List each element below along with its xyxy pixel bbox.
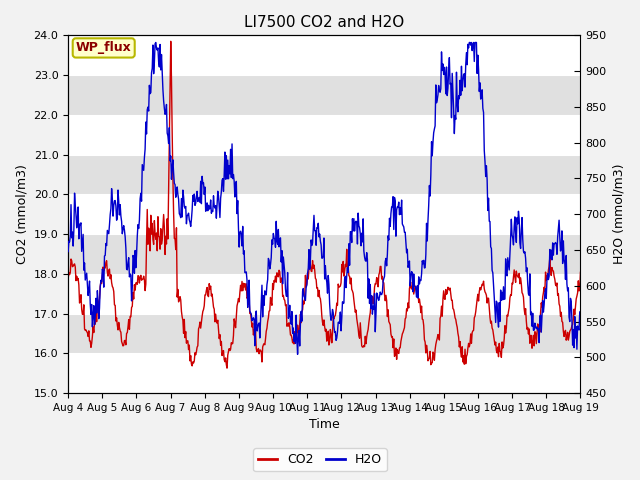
Title: LI7500 CO2 and H2O: LI7500 CO2 and H2O — [244, 15, 404, 30]
Legend: CO2, H2O: CO2, H2O — [253, 448, 387, 471]
X-axis label: Time: Time — [309, 419, 340, 432]
Bar — [68, 155, 580, 194]
Bar — [68, 313, 580, 353]
Bar — [68, 234, 580, 274]
Bar — [68, 75, 580, 115]
Y-axis label: H2O (mmol/m3): H2O (mmol/m3) — [612, 164, 625, 264]
Y-axis label: CO2 (mmol/m3): CO2 (mmol/m3) — [15, 164, 28, 264]
Text: WP_flux: WP_flux — [76, 41, 132, 54]
